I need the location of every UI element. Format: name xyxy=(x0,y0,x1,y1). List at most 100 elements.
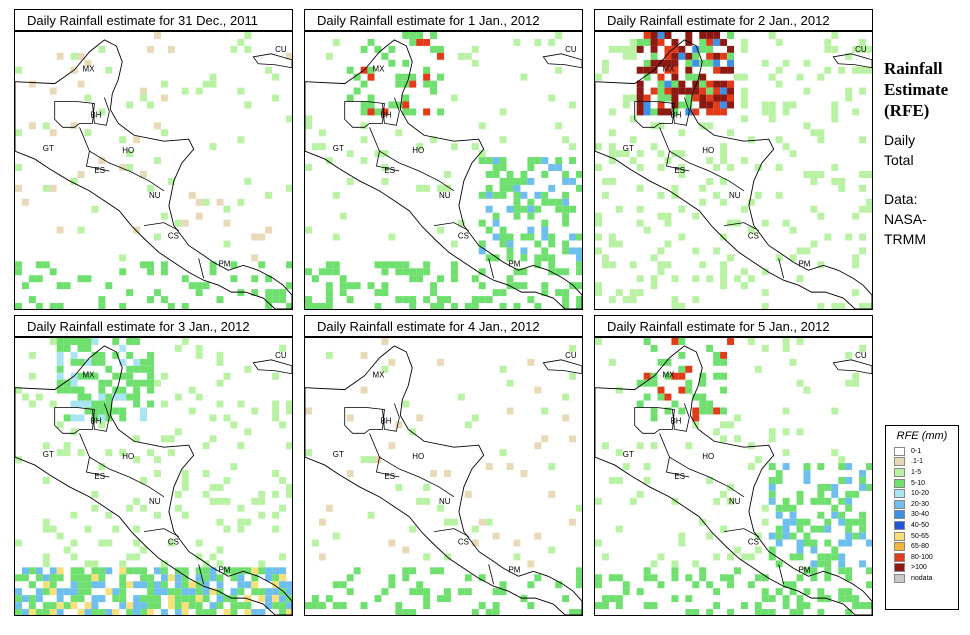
rainfall-cell xyxy=(251,407,259,415)
rainfall-cell xyxy=(286,442,292,450)
rainfall-cell xyxy=(768,108,776,116)
rainfall-cell xyxy=(63,588,71,596)
legend-item: 65-80 xyxy=(894,541,958,552)
rainfall-cell xyxy=(119,595,127,603)
legend-title: RFE (mm) xyxy=(896,430,948,442)
country-border xyxy=(778,258,785,279)
rainfall-cell xyxy=(305,164,312,171)
rainfall-cell xyxy=(817,553,825,561)
rainfall-cell xyxy=(485,609,493,615)
country-label: BH xyxy=(90,110,101,119)
rainfall-cell xyxy=(852,518,860,526)
rainfall-cell xyxy=(346,588,354,596)
rainfall-cell xyxy=(562,240,570,248)
rainfall-cell xyxy=(119,268,127,276)
rainfall-cell xyxy=(286,303,292,309)
country-label: ES xyxy=(384,472,395,481)
rainfall-cell xyxy=(70,379,78,387)
rainfall-cell xyxy=(555,122,563,130)
rainfall-cell xyxy=(650,344,658,352)
rainfall-cell xyxy=(286,52,292,60)
rainfall-cell xyxy=(423,497,431,505)
rainfall-cell xyxy=(423,588,431,596)
rainfall-cell xyxy=(119,574,127,582)
rainfall-cell xyxy=(84,602,92,610)
rainfall-cell xyxy=(147,351,154,359)
rainfall-cell xyxy=(548,240,556,248)
rainfall-cell xyxy=(202,470,210,477)
rainfall-cell xyxy=(209,261,217,269)
rainfall-cell xyxy=(21,609,29,615)
rainfall-cell xyxy=(499,581,507,589)
rainfall-cell xyxy=(119,303,127,309)
rainfall-cell xyxy=(223,525,231,533)
rainfall-cell xyxy=(174,602,182,610)
rainfall-cell xyxy=(160,261,168,269)
rainfall-cell xyxy=(727,219,734,227)
rainfall-cell xyxy=(318,553,326,561)
rainfall-cell xyxy=(195,351,203,359)
rainfall-cell xyxy=(768,435,776,443)
rainfall-cell xyxy=(202,198,210,206)
rainfall-cell xyxy=(98,595,106,603)
rainfall-cell xyxy=(258,261,266,269)
rainfall-cell xyxy=(77,52,85,60)
rainfall-cell xyxy=(720,66,728,74)
rainfall-cell xyxy=(838,567,846,575)
rainfall-cell xyxy=(720,101,728,109)
rainfall-cell xyxy=(852,595,860,603)
rainfall-cell xyxy=(188,386,196,394)
rainfall-cell xyxy=(671,574,679,582)
rainfall-cell xyxy=(527,157,535,165)
rainfall-cell xyxy=(98,108,106,116)
rainfall-cell xyxy=(140,261,148,269)
rainfall-cell xyxy=(244,609,252,615)
rainfall-cell xyxy=(831,546,839,554)
legend-label: 50-65 xyxy=(911,532,929,540)
rainfall-cell xyxy=(761,101,769,109)
country-label: HO xyxy=(412,146,424,155)
rainfall-cell xyxy=(699,101,707,109)
rainfall-cell xyxy=(595,539,602,547)
rainfall-cell xyxy=(133,581,141,589)
rainfall-cell xyxy=(237,525,245,533)
rainfall-cell xyxy=(251,609,259,615)
rainfall-cell xyxy=(305,268,312,276)
rainfall-cell xyxy=(727,94,734,102)
rainfall-cell xyxy=(845,532,853,540)
rainfall-cell xyxy=(471,59,479,67)
rainfall-cell xyxy=(237,38,245,46)
rainfall-cell xyxy=(409,73,417,81)
rainfall-cell xyxy=(643,108,651,116)
country-label: GT xyxy=(43,450,54,459)
rainfall-cell xyxy=(789,101,797,109)
rainfall-cell xyxy=(859,511,867,519)
rainfall-map: MX BH GT HO ES NU CS PM CU xyxy=(304,337,583,616)
rainfall-cell xyxy=(492,170,500,178)
rainfall-cell xyxy=(845,567,853,575)
rainfall-cell xyxy=(167,449,175,457)
rainfall-cell xyxy=(202,609,210,615)
rainfall-cell xyxy=(223,219,231,227)
country-label: GT xyxy=(623,144,634,153)
rainfall-cell xyxy=(810,240,818,248)
country-label: CS xyxy=(458,232,469,241)
rainfall-cell xyxy=(147,372,154,380)
rainfall-cell xyxy=(305,407,312,415)
rainfall-cell xyxy=(174,595,182,603)
rainfall-cell xyxy=(789,553,797,561)
rainfall-cell xyxy=(713,497,721,505)
rainfall-cell xyxy=(569,609,577,615)
map-panel-6: Daily Rainfall estimate for 5 Jan., 2012… xyxy=(594,315,873,616)
country-label: MX xyxy=(663,371,676,380)
rainfall-cell xyxy=(443,170,451,178)
rainfall-cell xyxy=(140,414,148,422)
rainfall-cell xyxy=(629,261,637,269)
rainfall-cell xyxy=(160,609,168,615)
rainfall-cell xyxy=(160,212,168,220)
rainfall-cell xyxy=(272,470,280,477)
rainfall-cell xyxy=(601,191,609,199)
rainfall-cell xyxy=(126,602,134,610)
rainfall-cell xyxy=(678,150,686,158)
rainfall-cell xyxy=(70,539,78,547)
